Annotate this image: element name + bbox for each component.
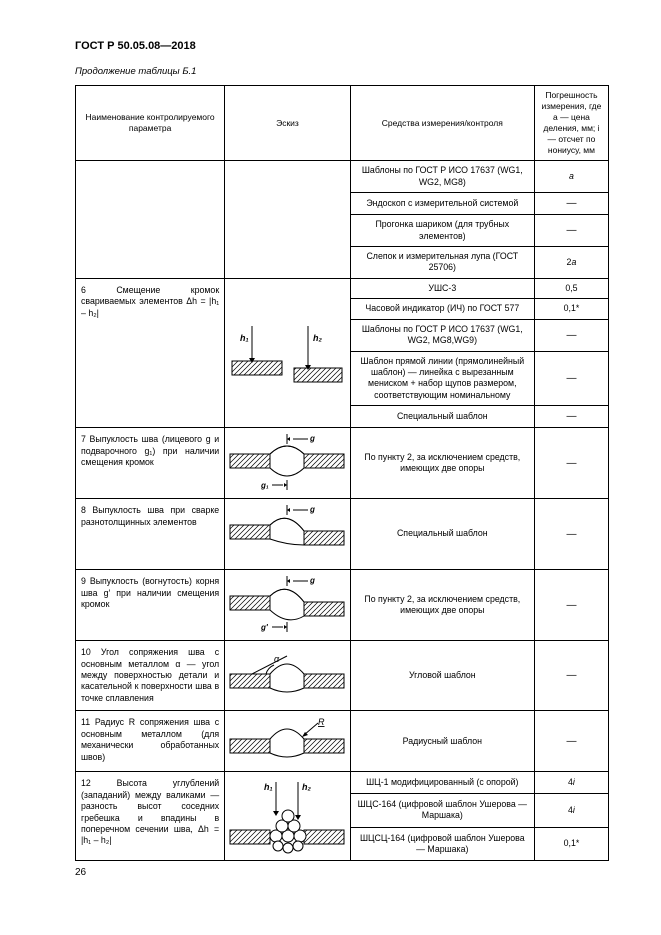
- err-cell: 0,1*: [534, 827, 608, 861]
- sketch-cell: α: [225, 641, 351, 711]
- err-cell: —: [534, 351, 608, 406]
- main-table: Наименование контролируемого параметра Э…: [75, 85, 609, 861]
- sketch-cell: [225, 161, 351, 279]
- means-cell: По пункту 2, за исключением средств, име…: [350, 570, 534, 641]
- means-cell: ШЦС-164 (цифровой шаблон Ушерова — Марша…: [350, 793, 534, 827]
- means-cell: Шаблоны по ГОСТ Р ИСО 17637 (WG1, WG2, M…: [350, 161, 534, 193]
- err-cell: —: [534, 406, 608, 428]
- err-cell: —: [534, 570, 608, 641]
- page-number: 26: [75, 867, 609, 878]
- svg-text:g': g': [260, 623, 269, 632]
- svg-text:g: g: [309, 505, 315, 514]
- table-row: Шаблоны по ГОСТ Р ИСО 17637 (WG1, WG2, M…: [76, 161, 609, 193]
- means-cell: Эндоскоп с измерительной системой: [350, 193, 534, 215]
- svg-text:h₂: h₂: [302, 782, 311, 792]
- table-row: 8 Выпуклость шва при сварке разнотолщинн…: [76, 499, 609, 570]
- svg-text:g: g: [309, 576, 315, 585]
- means-cell: Шаблон прямой линии (прямолинейный шабло…: [350, 351, 534, 406]
- param-cell: 10 Угол сопряжения шва с основным металл…: [76, 641, 225, 711]
- err-cell: —: [534, 499, 608, 570]
- svg-text:g: g: [309, 434, 315, 443]
- col-name: Наименование контролируемого параметра: [76, 86, 225, 161]
- param-cell: 9 Выпуклость (вогнутость) корня шва g′ п…: [76, 570, 225, 641]
- sketch-cell: h₁ h₂: [225, 278, 351, 427]
- sketch-cell: R: [225, 711, 351, 772]
- param-cell: 12 Высота углублений (западаний) между в…: [76, 772, 225, 861]
- err-cell: 0,5: [534, 278, 608, 298]
- header-row: Наименование контролируемого параметра Э…: [76, 86, 609, 161]
- svg-text:g₁: g₁: [260, 481, 269, 490]
- table-row: 12 Высота углублений (западаний) между в…: [76, 772, 609, 794]
- doc-header: ГОСТ Р 50.05.08—2018: [75, 40, 609, 52]
- err-cell: —: [534, 428, 608, 499]
- param-cell: 6 Смещение кромок свариваемых элементов …: [76, 278, 225, 427]
- svg-text:R: R: [318, 717, 325, 727]
- sketch-cell: g g₁: [225, 428, 351, 499]
- means-cell: Угловой шаблон: [350, 641, 534, 711]
- table-row: 11 Радиус R сопряжения шва с основным ме…: [76, 711, 609, 772]
- svg-text:α: α: [274, 654, 280, 664]
- col-err: Погрешность измерения, где a — цена деле…: [534, 86, 608, 161]
- err-cell: —: [534, 319, 608, 351]
- col-means: Средства измерения/контроля: [350, 86, 534, 161]
- means-cell: Слепок и измерительная лупа (ГОСТ 25706): [350, 246, 534, 278]
- err-cell: —: [534, 215, 608, 247]
- table-row: 6 Смещение кромок свариваемых элементов …: [76, 278, 609, 298]
- err-cell: 0,1*: [534, 299, 608, 319]
- svg-text:h₂: h₂: [313, 333, 322, 343]
- sketch-cell: g g': [225, 570, 351, 641]
- err-cell: a: [534, 161, 608, 193]
- table-caption: Продолжение таблицы Б.1: [75, 66, 609, 77]
- means-cell: УШС-3: [350, 278, 534, 298]
- param-cell: 8 Выпуклость шва при сварке разнотолщинн…: [76, 499, 225, 570]
- svg-text:h₁: h₁: [264, 782, 273, 792]
- means-cell: По пункту 2, за исключением средств, име…: [350, 428, 534, 499]
- err-cell: —: [534, 641, 608, 711]
- err-cell: 4i: [534, 793, 608, 827]
- means-cell: Часовой индикатор (ИЧ) по ГОСТ 577: [350, 299, 534, 319]
- means-cell: ШЦ-1 модифицированный (с опорой): [350, 772, 534, 794]
- param-cell: [76, 161, 225, 279]
- err-cell: —: [534, 711, 608, 772]
- err-cell: 4i: [534, 772, 608, 794]
- means-cell: Шаблоны по ГОСТ Р ИСО 17637 (WG1, WG2, M…: [350, 319, 534, 351]
- means-cell: Прогонка шариком (для трубных элементов): [350, 215, 534, 247]
- means-cell: Специальный шаблон: [350, 406, 534, 428]
- sketch-cell: g: [225, 499, 351, 570]
- table-row: 7 Выпуклость шва (лицевого g и подварочн…: [76, 428, 609, 499]
- means-cell: ШЦСЦ-164 (цифровой шаблон Ушерова — Марш…: [350, 827, 534, 861]
- table-row: 9 Выпуклость (вогнутость) корня шва g′ п…: [76, 570, 609, 641]
- means-cell: Радиусный шаблон: [350, 711, 534, 772]
- means-cell: Специальный шаблон: [350, 499, 534, 570]
- sketch-cell: h₁ h₂: [225, 772, 351, 861]
- col-sketch: Эскиз: [225, 86, 351, 161]
- param-cell: 7 Выпуклость шва (лицевого g и подварочн…: [76, 428, 225, 499]
- err-cell: 2a: [534, 246, 608, 278]
- err-cell: —: [534, 193, 608, 215]
- table-row: 10 Угол сопряжения шва с основным металл…: [76, 641, 609, 711]
- svg-text:h₁: h₁: [240, 333, 249, 343]
- param-cell: 11 Радиус R сопряжения шва с основным ме…: [76, 711, 225, 772]
